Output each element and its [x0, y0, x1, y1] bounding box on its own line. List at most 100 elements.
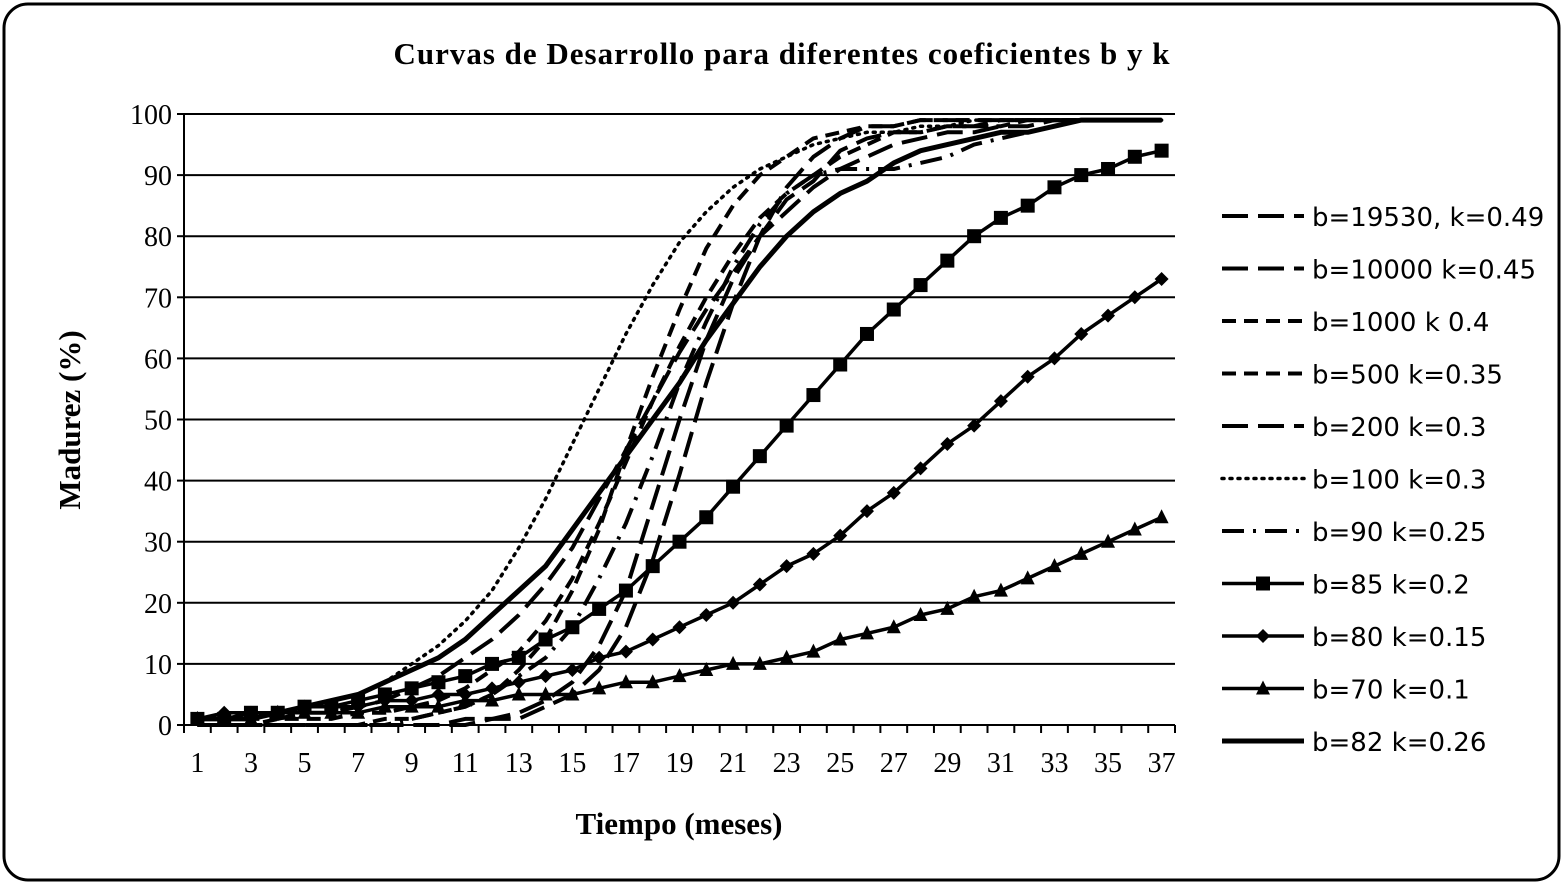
- series-layer: [190, 117, 1169, 727]
- legend-triangle-marker: [1256, 680, 1270, 695]
- diamond-marker: [618, 644, 633, 659]
- legend-label: b=80 k=0.15: [1312, 623, 1486, 653]
- diamond-marker: [592, 650, 607, 665]
- y-tick-label: 80: [144, 222, 172, 253]
- triangle-marker: [993, 582, 1008, 597]
- square-marker: [1101, 161, 1116, 176]
- legend-item: b=1000 k 0.4: [1222, 308, 1489, 338]
- triangle-marker: [404, 698, 419, 713]
- legend-label: b=1000 k 0.4: [1312, 308, 1489, 338]
- series-line: [197, 117, 1162, 722]
- triangle-marker: [967, 588, 982, 603]
- diamond-marker: [859, 504, 874, 519]
- diamond-marker: [967, 418, 982, 433]
- x-tick-label: 37: [1148, 748, 1176, 779]
- square-marker: [940, 253, 955, 268]
- square-marker: [967, 229, 982, 244]
- diamond-marker: [538, 669, 553, 684]
- square-marker: [886, 302, 901, 317]
- square-marker: [752, 449, 767, 464]
- square-marker: [993, 210, 1008, 225]
- square-marker: [726, 479, 741, 494]
- square-marker: [779, 418, 794, 433]
- legend-square-marker: [1256, 576, 1270, 591]
- y-tick-label: 40: [144, 467, 172, 498]
- square-marker: [672, 534, 687, 549]
- triangle-marker: [699, 662, 714, 677]
- y-tick-label: 0: [158, 711, 172, 742]
- legend-item: b=200 k=0.3: [1222, 413, 1486, 443]
- series-line: [197, 118, 1162, 727]
- triangle-marker: [806, 643, 821, 658]
- triangle-marker: [431, 698, 446, 713]
- legend-label: b=70 k=0.1: [1312, 676, 1470, 706]
- diamond-marker: [699, 608, 714, 623]
- legend-item: b=82 k=0.26: [1222, 728, 1486, 758]
- square-marker: [859, 326, 874, 341]
- triangle-marker: [1127, 521, 1142, 536]
- triangle-marker: [511, 686, 526, 701]
- square-marker: [913, 278, 928, 293]
- triangle-marker: [645, 674, 660, 689]
- diamond-marker: [993, 394, 1008, 409]
- diamond-marker: [1020, 369, 1035, 384]
- triangle-marker: [1047, 558, 1062, 573]
- x-tick-label: 21: [719, 748, 747, 779]
- triangle-marker: [726, 655, 741, 670]
- x-tick-label: 19: [666, 748, 694, 779]
- triangle-marker: [458, 692, 473, 707]
- x-tick-label: 13: [505, 748, 533, 779]
- legend-item: b=500 k=0.35: [1222, 361, 1503, 391]
- x-axis-label: Tiempo (meses): [576, 806, 783, 841]
- y-tick-label: 100: [130, 100, 172, 131]
- x-tick-label: 23: [773, 748, 801, 779]
- diamond-marker: [726, 595, 741, 610]
- legend-item: b=100 k=0.3: [1220, 466, 1486, 496]
- triangle-marker: [485, 692, 500, 707]
- triangle-marker: [752, 655, 767, 670]
- x-tick-label: 29: [933, 748, 961, 779]
- triangle-marker: [913, 607, 928, 622]
- y-tick-label: 90: [144, 161, 172, 192]
- grid-layer: [184, 113, 1175, 726]
- x-tick-label: 35: [1094, 748, 1122, 779]
- y-tick-label: 30: [144, 528, 172, 559]
- triangle-marker: [833, 631, 848, 646]
- triangle-marker: [886, 619, 901, 634]
- y-tick-label: 50: [144, 406, 172, 437]
- x-tick-label: 7: [351, 748, 365, 779]
- legend-label: b=200 k=0.3: [1312, 413, 1486, 443]
- square-marker: [592, 601, 607, 616]
- square-marker: [404, 681, 419, 696]
- diamond-marker: [431, 687, 446, 702]
- triangle-marker: [1074, 545, 1089, 560]
- y-tick-label: 60: [144, 344, 172, 375]
- triangle-marker: [538, 686, 553, 701]
- legend-label: b=85 k=0.2: [1312, 571, 1470, 601]
- x-tick-label: 9: [405, 748, 419, 779]
- square-marker: [833, 357, 848, 372]
- diamond-marker: [833, 528, 848, 543]
- triangle-marker: [351, 704, 366, 719]
- diamond-marker: [940, 436, 955, 451]
- triangle-marker: [618, 674, 633, 689]
- diamond-marker: [806, 546, 821, 561]
- x-tick-label: 27: [880, 748, 908, 779]
- triangle-marker: [672, 668, 687, 683]
- diamond-marker: [511, 675, 526, 690]
- legend-item: b=80 k=0.15: [1222, 623, 1486, 653]
- diamond-marker: [1154, 271, 1169, 286]
- square-marker: [1154, 143, 1169, 158]
- triangle-marker: [1101, 533, 1116, 548]
- square-marker: [511, 650, 526, 665]
- x-tick-label: 25: [826, 748, 854, 779]
- diamond-marker: [886, 485, 901, 500]
- triangle-marker: [565, 686, 580, 701]
- square-marker: [699, 510, 714, 525]
- chart-title: Curvas de Desarrollo para diferentes coe…: [393, 36, 1170, 71]
- triangle-marker: [377, 698, 392, 713]
- triangle-marker: [324, 704, 339, 719]
- legend: b=19530, k=0.49 b=10000 k=0.45 b=1000 k 0.…: [1220, 203, 1544, 758]
